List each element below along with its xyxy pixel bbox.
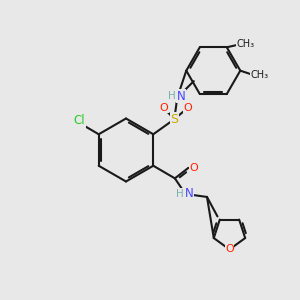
Text: O: O [189, 163, 198, 173]
Text: CH₃: CH₃ [237, 39, 255, 49]
Text: S: S [170, 113, 178, 126]
Text: H: H [176, 189, 184, 199]
Text: O: O [159, 103, 168, 113]
Text: O: O [225, 244, 234, 254]
Text: H: H [168, 91, 176, 101]
Text: N: N [184, 188, 194, 200]
Text: Cl: Cl [74, 114, 85, 127]
Text: CH₃: CH₃ [250, 70, 268, 80]
Text: O: O [183, 103, 192, 113]
Text: N: N [176, 90, 185, 103]
